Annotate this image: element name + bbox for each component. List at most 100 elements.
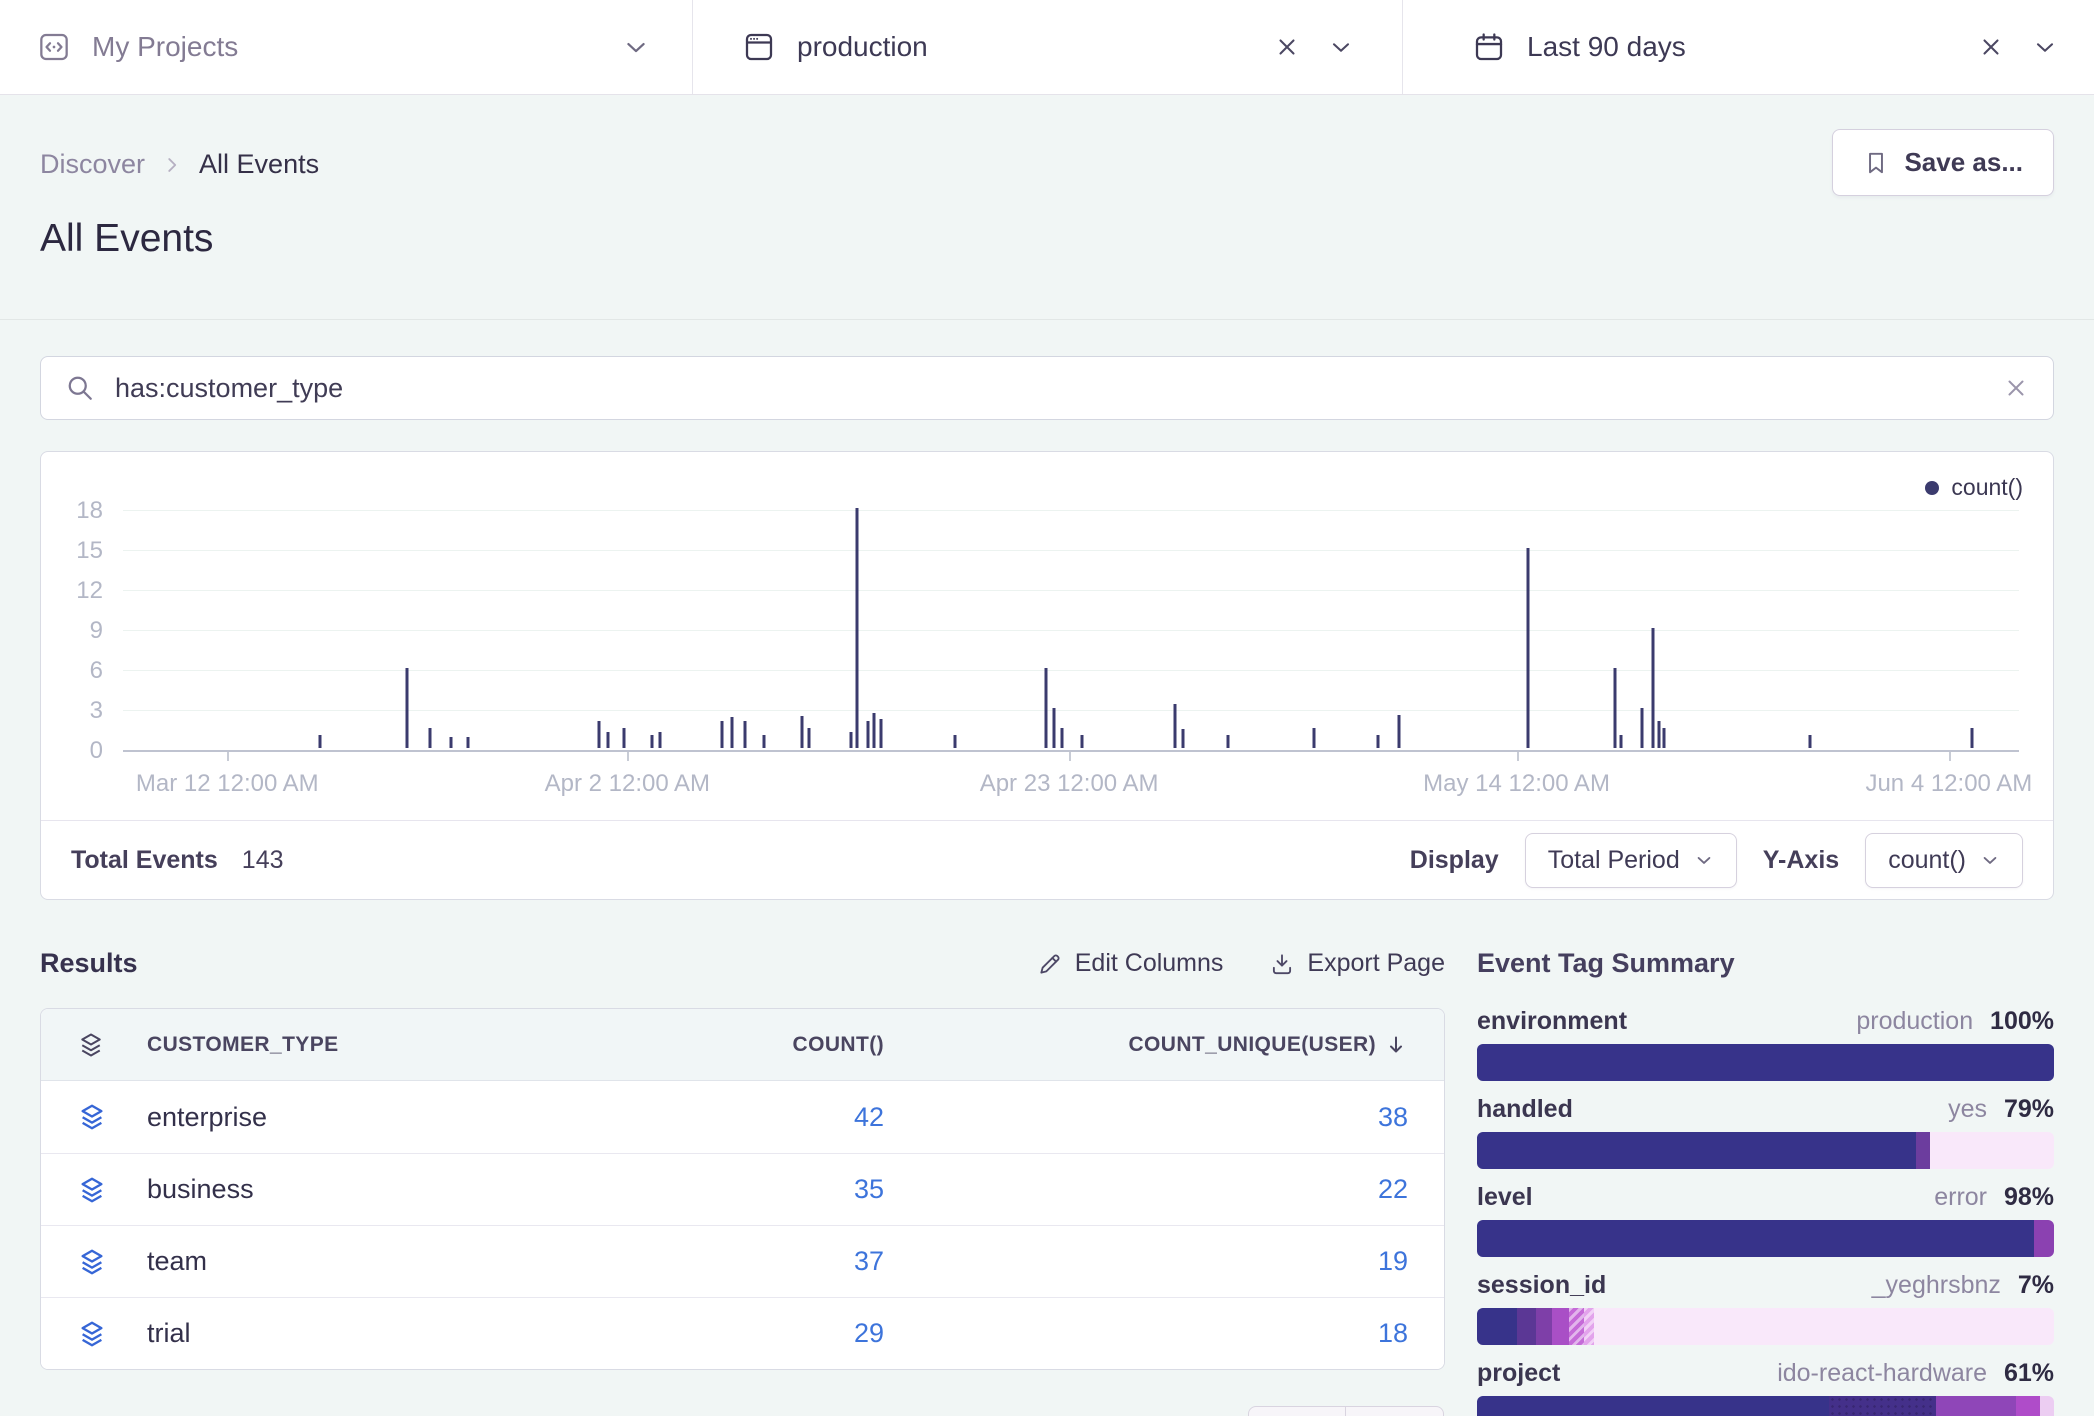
results-table: CUSTOMER_TYPE COUNT() COUNT_UNIQUE(USER)… <box>40 1008 1445 1370</box>
tag-distribution-bar[interactable] <box>1477 1396 2054 1416</box>
tag-name[interactable]: handled <box>1477 1095 1573 1123</box>
tag-name[interactable]: project <box>1477 1359 1561 1387</box>
column-header-customer-type[interactable]: CUSTOMER_TYPE <box>147 1032 339 1056</box>
table-row[interactable]: enterprise 42 38 <box>41 1081 1444 1153</box>
tag-row: session_id _yeghrsbnz 7% <box>1477 1271 2054 1345</box>
gridline <box>123 670 2019 671</box>
page-title: All Events <box>40 217 214 260</box>
tag-distribution-bar[interactable] <box>1477 1044 2054 1081</box>
export-page-button[interactable]: Export Page <box>1269 949 1445 978</box>
tag-name[interactable]: session_id <box>1477 1271 1607 1299</box>
breadcrumb-current: All Events <box>199 149 320 179</box>
chart-bar <box>855 508 859 748</box>
tag-summary-title: Event Tag Summary <box>1477 948 1735 978</box>
clear-environment-icon[interactable] <box>1274 34 1300 60</box>
chart-bar <box>1657 721 1661 748</box>
y-axis-tick: 3 <box>89 697 103 724</box>
count-value[interactable]: 37 <box>853 1246 884 1276</box>
count-unique-value[interactable]: 38 <box>1377 1101 1408 1132</box>
count-unique-value[interactable]: 19 <box>1377 1246 1408 1276</box>
chart-bar <box>1397 714 1401 748</box>
tag-row: level error 98% <box>1477 1183 2054 1257</box>
save-as-label: Save as... <box>1904 147 2023 177</box>
tag-bar-segment <box>2033 1220 2054 1257</box>
chart-bar <box>597 721 601 748</box>
tag-top-value: ido-react-hardware <box>1777 1359 1994 1387</box>
search-bar[interactable]: has:customer_type <box>40 356 2054 420</box>
tag-distribution-bar[interactable] <box>1477 1220 2054 1257</box>
tag-name[interactable]: level <box>1477 1183 1533 1211</box>
save-as-button[interactable]: Save as... <box>1832 129 2054 196</box>
count-value[interactable]: 42 <box>853 1101 884 1132</box>
tag-distribution-bar[interactable] <box>1477 1308 2054 1345</box>
export-page-label: Export Page <box>1307 949 1445 977</box>
chevron-down-icon[interactable] <box>2032 34 2058 60</box>
tag-bar-segment <box>1477 1396 1829 1416</box>
sort-desc-icon <box>1384 1033 1408 1057</box>
chevron-down-icon[interactable] <box>622 33 650 61</box>
tag-bar-segment <box>1551 1308 1570 1345</box>
edit-columns-button[interactable]: Edit Columns <box>1037 949 1223 978</box>
chart-bar <box>1640 708 1644 748</box>
clear-date-icon[interactable] <box>1978 34 2004 60</box>
environment-selector[interactable]: production <box>693 0 1403 94</box>
x-axis-tick-mark <box>627 752 630 761</box>
pagination <box>1248 1406 1444 1416</box>
chart-bar <box>1619 734 1623 748</box>
table-row[interactable]: team 37 19 <box>41 1225 1444 1297</box>
tag-bar-segment <box>1828 1396 1936 1416</box>
chart-bar <box>650 734 654 748</box>
events-chart[interactable]: count() 0 3 6 9 12 15 18 Mar 12 12:00 AM Apr 2 … <box>41 452 2053 820</box>
project-selector-label: My Projects <box>92 31 239 62</box>
y-axis-tick: 9 <box>89 617 103 644</box>
tag-percent: 61% <box>2003 1359 2054 1387</box>
count-value[interactable]: 29 <box>853 1318 884 1348</box>
y-axis-dropdown-value: count() <box>1888 845 1966 874</box>
date-range-selector[interactable]: Last 90 days <box>1403 0 2094 94</box>
previous-page-button[interactable] <box>1248 1406 1346 1416</box>
chart-bar <box>1052 708 1056 748</box>
tag-top-value: production <box>1856 1007 1981 1035</box>
x-axis-tick-mark <box>1069 752 1072 761</box>
y-axis-tick: 15 <box>76 537 103 564</box>
chart-y-axis: 0 3 6 9 12 15 18 <box>41 452 111 820</box>
tag-distribution-bar[interactable] <box>1477 1132 2054 1169</box>
project-selector[interactable]: My Projects <box>0 0 693 94</box>
top-navigation: My Projects production <box>0 0 2094 95</box>
y-axis-dropdown[interactable]: count() <box>1865 832 2023 888</box>
search-input[interactable]: has:customer_type <box>115 372 344 403</box>
breadcrumb-discover[interactable]: Discover <box>40 149 146 179</box>
count-value[interactable]: 35 <box>853 1174 884 1204</box>
tag-bar-segment <box>1935 1396 2017 1416</box>
y-axis-tick: 18 <box>76 497 103 524</box>
search-clear-icon[interactable] <box>2003 375 2029 401</box>
search-icon <box>65 373 95 403</box>
table-row[interactable]: trial 29 18 <box>41 1297 1444 1369</box>
chart-bar <box>428 728 432 748</box>
tag-bar-segment <box>1477 1132 1916 1169</box>
count-unique-value[interactable]: 22 <box>1377 1174 1408 1204</box>
legend-label: count() <box>1951 474 2023 500</box>
tag-bar-segment <box>1477 1044 2054 1081</box>
count-unique-value[interactable]: 18 <box>1377 1318 1408 1348</box>
chevron-down-icon <box>1980 850 2000 870</box>
y-axis-label: Y-Axis <box>1762 845 1840 874</box>
chart-bar <box>800 716 804 748</box>
display-dropdown[interactable]: Total Period <box>1524 832 1737 888</box>
tag-bar-segment <box>2016 1396 2040 1416</box>
next-page-button[interactable] <box>1346 1406 1444 1416</box>
y-axis-tick: 6 <box>89 657 103 684</box>
column-header-count[interactable]: COUNT() <box>792 1032 884 1056</box>
chart-bar <box>1080 734 1084 748</box>
tag-name[interactable]: environment <box>1477 1007 1628 1035</box>
gridline <box>123 710 2019 711</box>
chart-bar <box>1060 728 1064 748</box>
gridline <box>123 550 2019 551</box>
chevron-down-icon[interactable] <box>1328 34 1354 60</box>
column-header-count-unique[interactable]: COUNT_UNIQUE(USER) <box>884 1033 1408 1057</box>
table-body: enterprise 42 38 business 35 22 team 37 … <box>41 1081 1444 1369</box>
chevron-down-icon <box>1694 850 1714 870</box>
tag-top-value: yes <box>1948 1095 1994 1123</box>
table-row[interactable]: business 35 22 <box>41 1153 1444 1225</box>
chart-bar <box>953 734 957 748</box>
